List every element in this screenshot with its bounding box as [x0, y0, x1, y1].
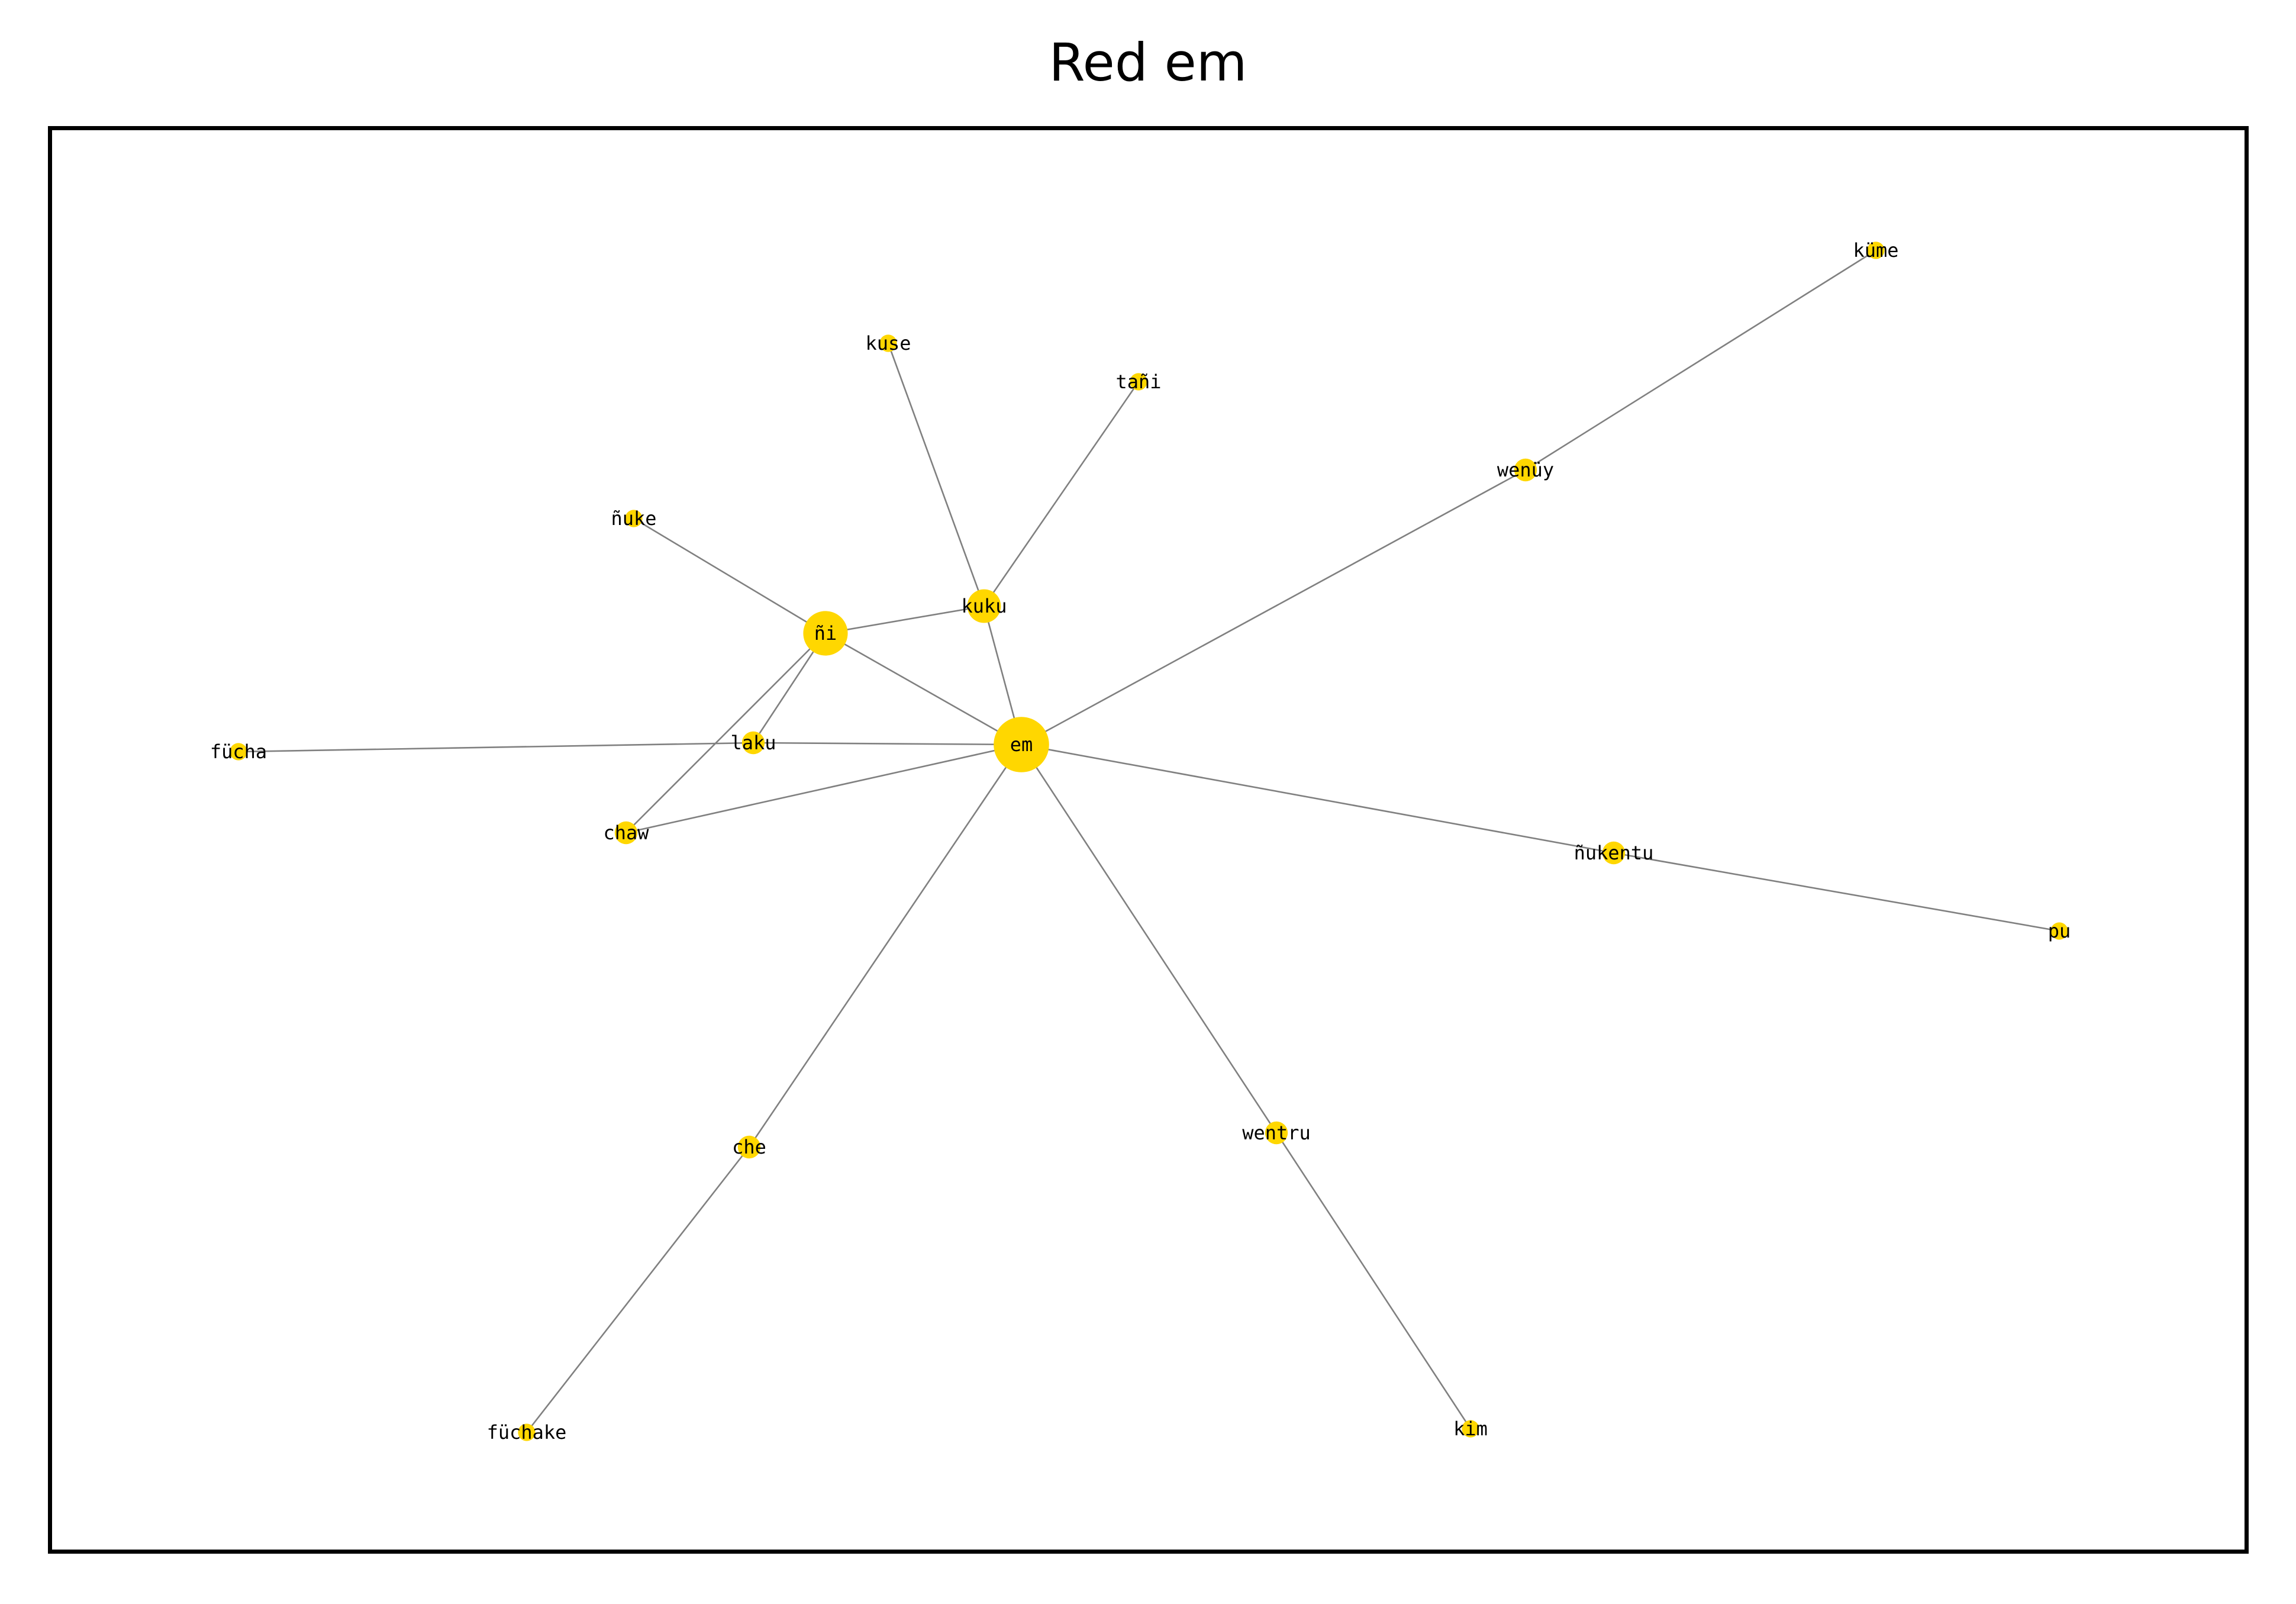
node-label-kuku: kuku [961, 595, 1007, 617]
node-label-che: che [732, 1136, 766, 1158]
node-label-füchake: füchake [487, 1421, 567, 1444]
node-label-küme: küme [1853, 239, 1898, 262]
node-label-wenüy: wenüy [1497, 459, 1554, 481]
node-ñi [803, 611, 848, 656]
node-fücha [230, 743, 247, 761]
node-ñukentu [1602, 841, 1626, 865]
edge-em-wenüy [1021, 469, 1526, 746]
node-tañi [1130, 373, 1147, 391]
node-wentru [1265, 1121, 1288, 1145]
node-label-ñukentu: ñukentu [1574, 842, 1654, 864]
edge-em-ñi [825, 632, 1022, 746]
node-kuku [967, 589, 1001, 623]
plot-frame [48, 126, 2249, 1554]
node-label-fücha: fücha [210, 740, 267, 763]
edge-kuku-tañi [983, 381, 1140, 607]
edge-em-laku [753, 742, 1022, 746]
node-label-kim: kim [1453, 1418, 1488, 1440]
node-label-em: em [1010, 733, 1033, 756]
edge-wentru-kim [1275, 1132, 1472, 1429]
edges-layer [238, 249, 2060, 1433]
node-label-chaw: chaw [603, 822, 649, 844]
node-label-wentru: wentru [1242, 1122, 1311, 1144]
node-label-ñuke: ñuke [611, 507, 656, 530]
node-chaw [614, 821, 638, 845]
node-füchake [518, 1423, 536, 1441]
node-küme [1867, 241, 1885, 259]
edge-ñukentu-pu [1613, 852, 2060, 932]
edge-kuku-kuse [887, 343, 985, 607]
nodes-layer [230, 241, 2068, 1441]
node-label-pu: pu [2048, 920, 2071, 942]
edge-em-che [748, 744, 1023, 1148]
node-label-laku: laku [730, 732, 776, 754]
edge-em-wentru [1020, 744, 1278, 1133]
edge-che-füchake [525, 1146, 750, 1433]
edge-em-ñukentu [1021, 743, 1614, 854]
chart-title: Red em [1049, 32, 1247, 93]
labels-layer: em kuku ñi laku chaw ñuke fücha kuse tañi wenüy kü… [210, 239, 2071, 1444]
node-label-ñi: ñi [814, 622, 837, 645]
node-kim [1462, 1420, 1479, 1438]
node-wenüy [1514, 458, 1537, 482]
node-label-kuse: kuse [865, 332, 911, 355]
node-em [994, 717, 1049, 772]
edge-ñi-chaw [625, 633, 826, 833]
node-laku [741, 731, 765, 755]
edge-em-chaw [625, 743, 1022, 834]
edge-wenüy-küme [1525, 249, 1876, 471]
node-che [737, 1135, 761, 1159]
node-ñuke [625, 510, 643, 527]
node-pu [2050, 922, 2068, 940]
node-kuse [879, 334, 897, 352]
edge-kuku-ñi [825, 605, 985, 634]
edge-ñi-ñuke [633, 517, 826, 634]
node-label-tañi: tañi [1115, 371, 1161, 393]
edge-laku-fücha [238, 742, 754, 753]
